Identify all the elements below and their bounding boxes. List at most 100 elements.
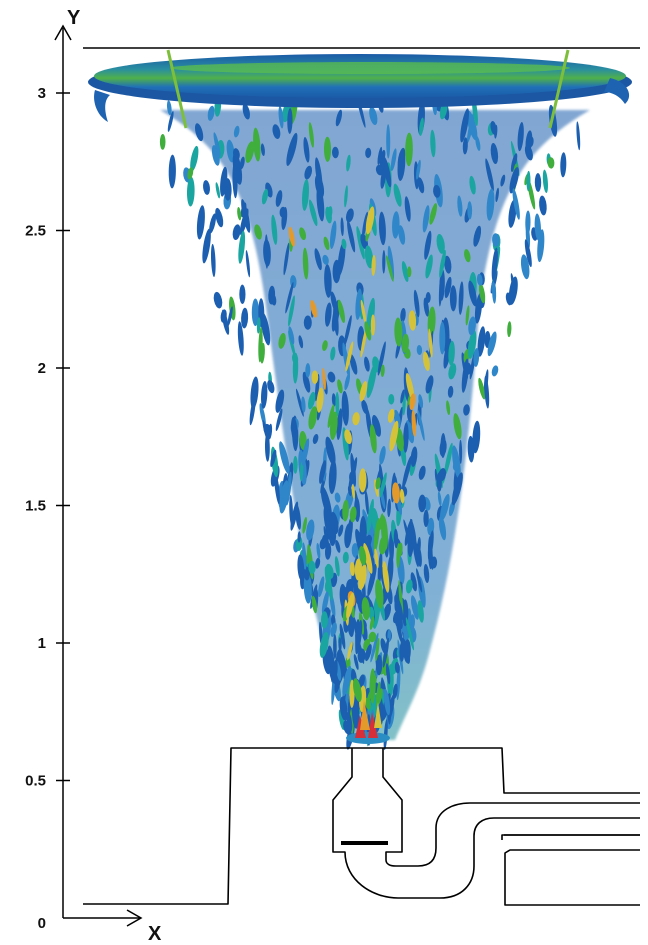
vortex-streak <box>394 614 403 630</box>
vortex-streak <box>323 526 330 551</box>
vortex-streak <box>272 124 281 139</box>
vortex-streak <box>485 158 494 192</box>
vortex-streak <box>297 531 301 543</box>
vortex-streak <box>394 661 400 674</box>
vortex-streak <box>423 564 430 583</box>
vortex-streak <box>365 644 372 662</box>
vortex-streak <box>439 249 446 278</box>
vortex-streak <box>387 498 391 518</box>
vortex-streak <box>283 242 290 276</box>
hot-streak <box>407 266 412 278</box>
vortex-streak <box>330 346 336 361</box>
vortex-streak <box>510 273 517 297</box>
vortex-streak <box>438 516 447 541</box>
vortex-streak <box>338 524 344 537</box>
vortex-streak <box>330 622 337 637</box>
vortex-streak <box>383 688 391 716</box>
vortex-streak <box>362 211 368 238</box>
vortex-streak <box>468 316 476 336</box>
vortex-streak <box>194 123 204 142</box>
hot-streak <box>316 387 324 413</box>
vortex-streak <box>410 572 418 592</box>
hot-streak <box>405 373 415 401</box>
vortex-streak <box>404 518 413 546</box>
vortex-streak <box>287 108 293 134</box>
vortex-streak <box>400 389 405 404</box>
vortex-streak <box>210 243 216 278</box>
vortex-streak <box>324 302 332 327</box>
vortex-streak <box>424 230 432 260</box>
hot-streak <box>349 506 357 523</box>
vortex-streak <box>348 457 358 491</box>
vortex-streak <box>323 236 330 251</box>
vortex-streak <box>400 308 406 323</box>
vortex-streak <box>510 153 518 172</box>
hot-streak <box>363 543 373 574</box>
vortex-streak <box>187 167 194 180</box>
vortex-streak <box>343 315 352 347</box>
flame-base <box>346 700 390 744</box>
vortex-streak <box>305 363 311 378</box>
vortex-streak <box>254 224 262 240</box>
vortex-streak <box>279 441 290 474</box>
vortex-streak <box>487 331 497 357</box>
vortex-streak <box>398 225 406 245</box>
hot-streak <box>358 545 367 566</box>
vortex-streak <box>301 438 310 466</box>
vortex-streak <box>526 170 531 192</box>
vortex-streak <box>416 345 423 355</box>
vortex-streak <box>237 207 242 221</box>
vortex-streak <box>401 261 409 282</box>
vortex-streak <box>425 292 431 303</box>
plume-isosurface <box>159 93 590 751</box>
vortex-streak <box>325 563 334 579</box>
vortex-streak <box>444 255 452 274</box>
vortex-streak <box>341 238 347 250</box>
vortex-streak <box>295 388 304 417</box>
vortex-streak <box>323 136 332 162</box>
y-axis-title: Y <box>67 7 81 29</box>
vortex-streak <box>355 620 363 655</box>
hot-streak <box>375 578 384 609</box>
y-tick-label: 3 <box>38 85 46 102</box>
plume-streaks <box>159 93 581 751</box>
vortex-streak <box>275 408 283 432</box>
vortex-streak <box>382 637 390 668</box>
vortex-streak <box>417 410 425 441</box>
vortex-streak <box>288 326 295 345</box>
vortex-streak <box>405 617 414 651</box>
vortex-streak <box>196 205 205 240</box>
vortex-streak <box>342 427 349 461</box>
vortex-streak <box>437 491 442 507</box>
vortex-streak <box>213 291 223 309</box>
vortex-streak <box>430 556 438 569</box>
vortex-streak <box>285 281 294 314</box>
vortex-streak <box>356 226 365 260</box>
vortex-streak <box>321 590 329 615</box>
vortex-streak <box>261 312 271 346</box>
vortex-streak <box>466 110 478 141</box>
vortex-streak <box>333 304 339 336</box>
y-tick-label: 2.5 <box>25 223 46 240</box>
vortex-streak <box>465 305 470 326</box>
vortex-streak <box>286 132 298 166</box>
vortex-streak <box>249 396 256 426</box>
vortex-streak <box>492 233 500 247</box>
hot-streak <box>411 409 417 437</box>
hot-streak <box>354 558 362 581</box>
y-tick-label: 2 <box>38 360 46 377</box>
hot-streak <box>322 367 326 390</box>
vortex-streak <box>457 195 463 217</box>
vortex-streak <box>337 379 343 394</box>
vortex-streak <box>467 330 477 359</box>
hot-streak <box>389 420 399 452</box>
vortex-streak <box>404 196 411 222</box>
vortex-streak <box>321 534 327 549</box>
vortex-streak <box>458 281 464 315</box>
hot-streak <box>366 691 371 708</box>
vortex-streak <box>439 494 450 522</box>
vortex-streak <box>324 264 332 298</box>
vortex-streak <box>319 460 327 484</box>
right-support-rod <box>548 49 570 129</box>
hot-streak <box>422 351 430 371</box>
